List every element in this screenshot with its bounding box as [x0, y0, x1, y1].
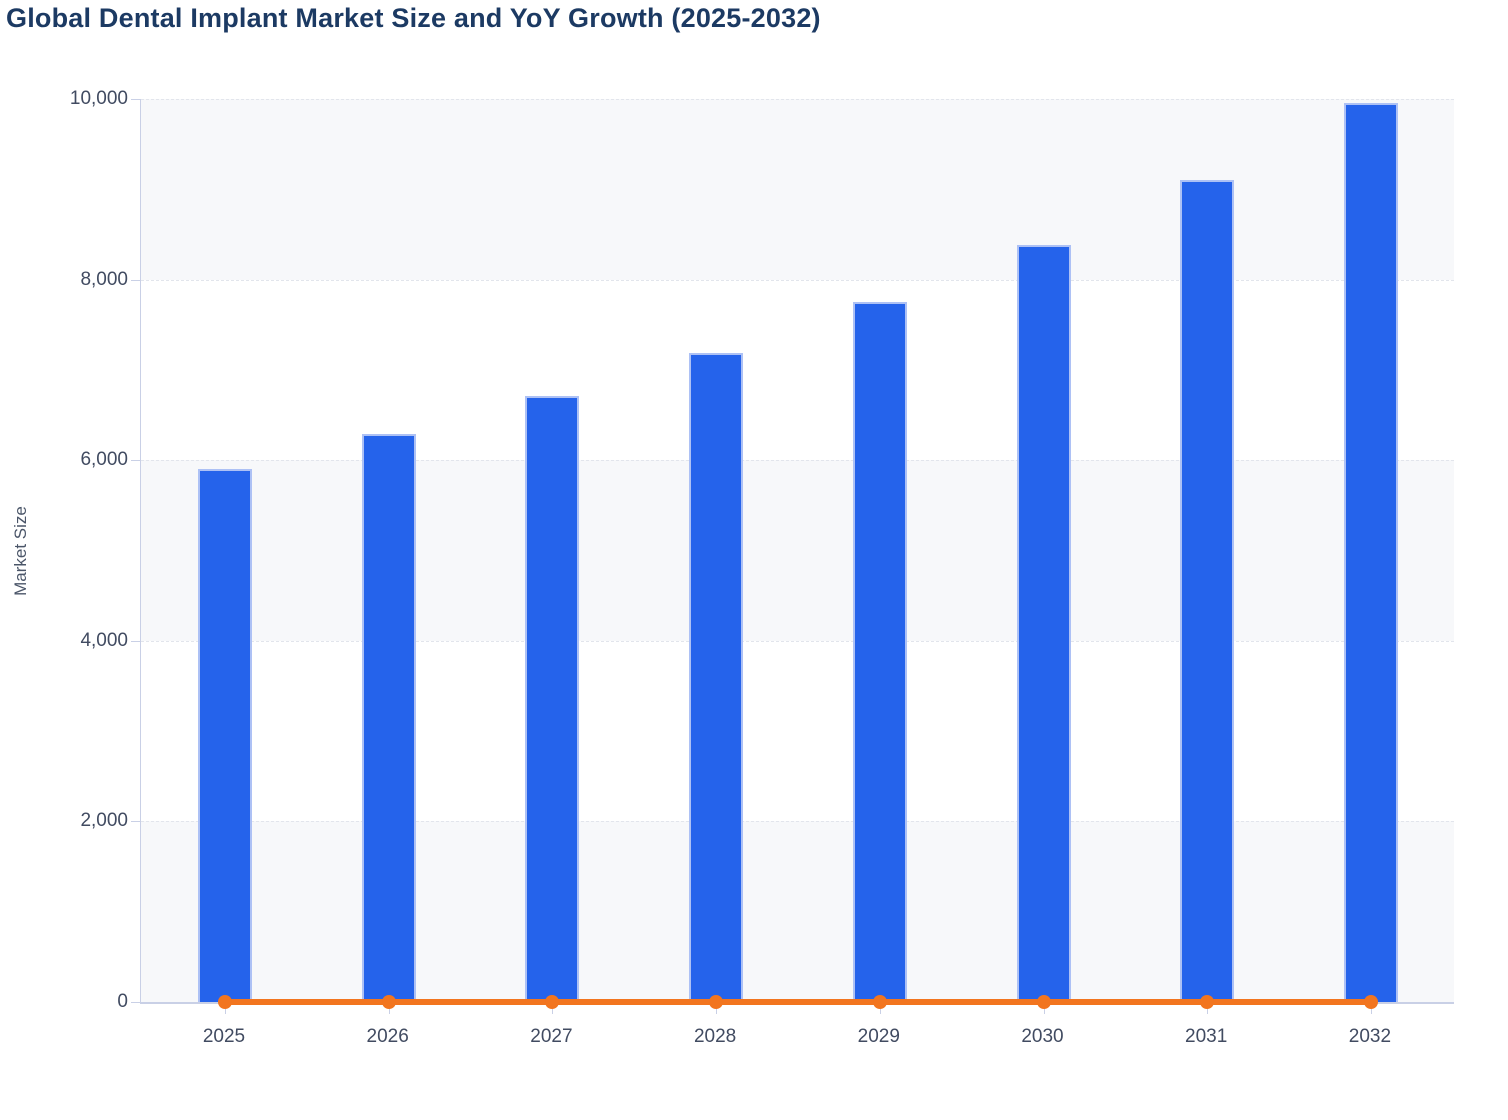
grid-line	[141, 279, 1454, 281]
y-axis-line	[140, 99, 141, 1002]
chart-title: Global Dental Implant Market Size and Yo…	[6, 3, 821, 33]
bar-2031[interactable]	[1180, 180, 1235, 1002]
yoy-marker-2028[interactable]	[709, 995, 724, 1009]
plot-band	[141, 99, 1454, 280]
bar-2026[interactable]	[361, 434, 416, 1002]
bar-2025[interactable]	[198, 469, 252, 1002]
y-tick-label: 2,000	[80, 810, 128, 832]
y-axis-tick	[131, 99, 141, 100]
y-tick-label: 0	[117, 991, 128, 1012]
bar-2027[interactable]	[525, 396, 580, 1002]
bar-2030[interactable]	[1016, 245, 1071, 1002]
bar-2032[interactable]	[1343, 102, 1398, 1002]
yoy-marker-2027[interactable]	[545, 995, 560, 1009]
plot-band	[141, 821, 1454, 1002]
y-axis-title: Market Size	[11, 506, 30, 596]
yoy-marker-2029[interactable]	[872, 995, 887, 1009]
y-axis-tick	[131, 279, 141, 281]
yoy-marker-2032[interactable]	[1363, 995, 1378, 1009]
grid-line	[141, 640, 1454, 642]
bar-2028[interactable]	[689, 352, 744, 1002]
yoy-marker-2031[interactable]	[1200, 995, 1215, 1009]
grid-line	[141, 460, 1454, 462]
x-tick-label-2028: 2028	[693, 1026, 737, 1047]
y-axis-tick	[131, 640, 141, 642]
x-tick-label-2025: 2025	[202, 1026, 246, 1047]
y-axis-tick	[131, 460, 141, 462]
yoy-marker-2026[interactable]	[381, 995, 396, 1009]
x-tick-label-2026: 2026	[366, 1026, 409, 1047]
plot-band	[141, 460, 1454, 641]
yoy-growth-line	[222, 999, 1374, 1005]
yoy-marker-2025[interactable]	[218, 995, 232, 1009]
x-tick-label-2029: 2029	[857, 1026, 900, 1047]
x-tick-label-2032: 2032	[1348, 1026, 1392, 1047]
y-tick-label: 6,000	[80, 449, 128, 471]
y-tick-label: 10,000	[69, 88, 128, 109]
x-tick-label-2031: 2031	[1185, 1026, 1228, 1047]
plot-area	[131, 99, 1454, 1014]
y-tick-label: 8,000	[80, 268, 128, 290]
y-axis-tick	[131, 1002, 141, 1003]
bar-2029[interactable]	[852, 302, 907, 1002]
x-tick-label-2030: 2030	[1021, 1026, 1064, 1047]
x-tick-label-2027: 2027	[530, 1026, 573, 1047]
y-axis-tick	[131, 821, 141, 823]
yoy-marker-2030[interactable]	[1036, 995, 1051, 1009]
grid-line	[141, 99, 1454, 100]
grid-line	[141, 821, 1454, 823]
y-tick-label: 4,000	[80, 629, 128, 651]
